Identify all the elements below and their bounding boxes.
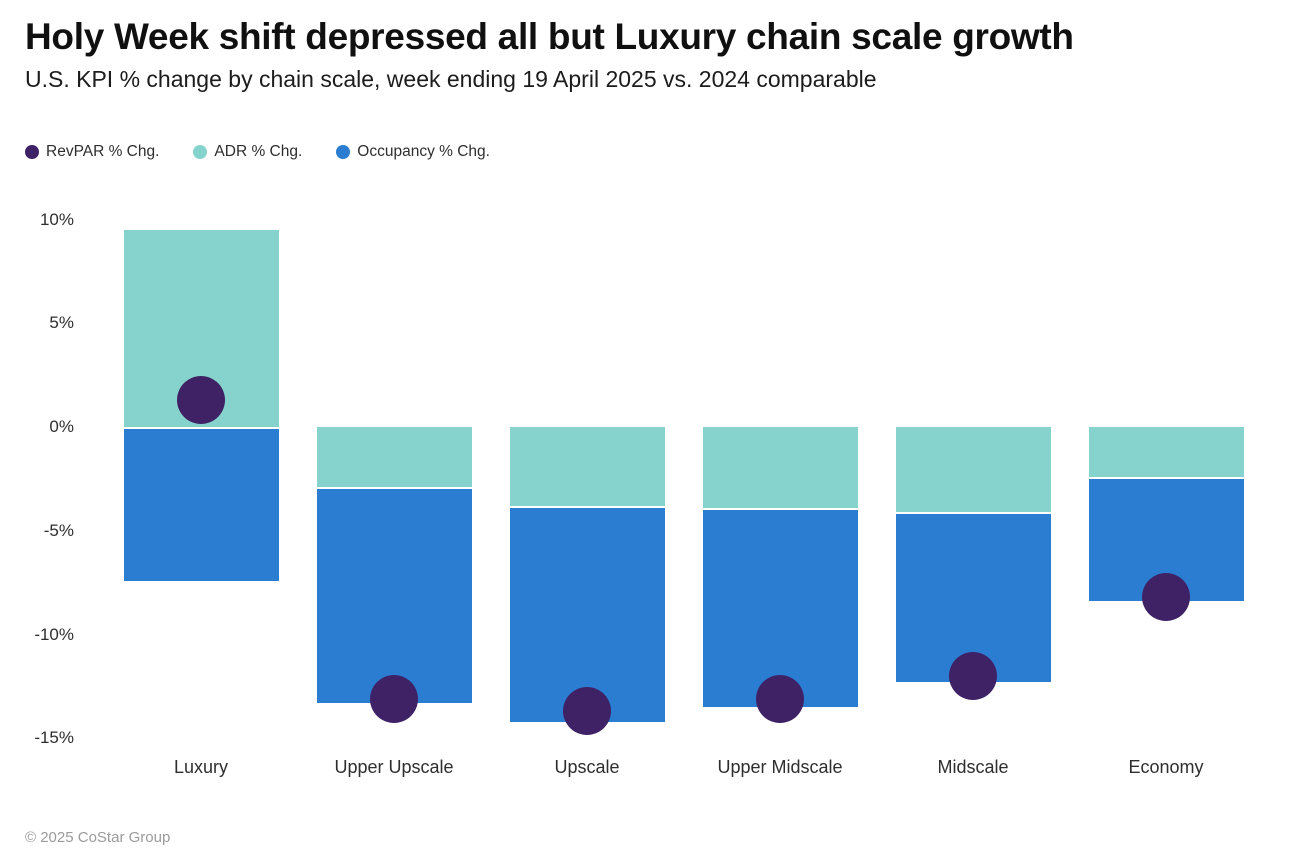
adr-bar-midscale xyxy=(895,427,1051,513)
category-label-luxury: Luxury xyxy=(173,757,229,777)
category-label-midscale: Midscale xyxy=(937,757,1009,777)
y-tick-label--15: -15% xyxy=(34,728,74,748)
occupancy-bar-upscale xyxy=(509,507,665,722)
occupancy-swatch-icon xyxy=(336,145,351,159)
category-label-upscale: Upscale xyxy=(554,757,620,777)
legend-label-occupancy: Occupancy % Chg. xyxy=(357,143,490,160)
adr-bar-upscale xyxy=(509,427,665,506)
occupancy-bar-upper-upscale xyxy=(316,489,472,703)
y-tick-label--5: -5% xyxy=(43,520,74,540)
category-label-upper-upscale: Upper Upscale xyxy=(334,757,454,777)
revpar-dot-economy xyxy=(1142,573,1190,622)
revpar-dot-upper-upscale xyxy=(370,674,418,723)
chart-legend: RevPAR % Chg. ADR % Chg. Occupancy % Chg… xyxy=(25,143,490,161)
category-label-economy: Economy xyxy=(1128,757,1204,777)
adr-swatch-icon xyxy=(193,145,208,159)
legend-label-adr: ADR % Chg. xyxy=(214,143,303,160)
chart-subtitle: U.S. KPI % change by chain scale, week e… xyxy=(25,66,877,92)
revpar-swatch-icon xyxy=(25,145,39,159)
occupancy-bar-luxury xyxy=(123,429,279,581)
legend-item-adr: ADR % Chg. xyxy=(193,143,302,161)
copyright-note: © 2025 CoStar Group xyxy=(25,829,171,846)
adr-bar-economy xyxy=(1088,427,1244,477)
revpar-dot-luxury xyxy=(177,376,225,425)
y-tick-label-10: 10% xyxy=(39,209,74,229)
chart-title: Holy Week shift depressed all but Luxury… xyxy=(25,16,1074,57)
legend-label-revpar: RevPAR % Chg. xyxy=(46,143,160,160)
revpar-dot-upper-midscale xyxy=(756,674,804,723)
legend-item-revpar: RevPAR % Chg. xyxy=(25,143,159,161)
adr-bar-upper-midscale xyxy=(702,427,858,508)
y-tick-label-5: 5% xyxy=(49,313,74,333)
legend-item-occupancy: Occupancy % Chg. xyxy=(336,143,490,161)
category-label-upper-midscale: Upper Midscale xyxy=(717,757,843,777)
occupancy-bar-upper-midscale xyxy=(702,509,858,708)
y-tick-label-0: 0% xyxy=(49,417,74,436)
y-tick-label--10: -10% xyxy=(34,624,74,644)
revpar-dot-upscale xyxy=(563,687,611,736)
adr-bar-upper-upscale xyxy=(316,427,472,488)
revpar-dot-midscale xyxy=(949,652,997,700)
